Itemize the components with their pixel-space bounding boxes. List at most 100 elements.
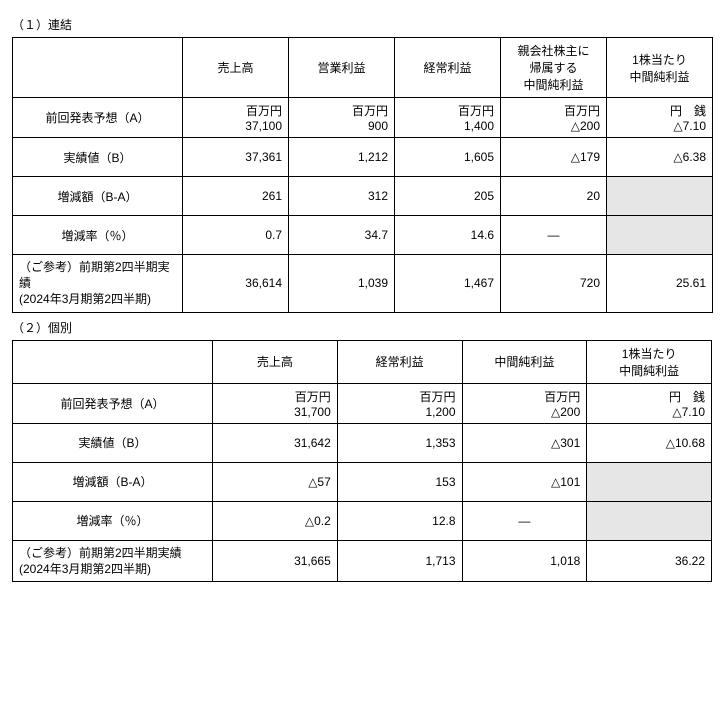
column-header: 売上高 (183, 38, 289, 98)
column-header: 経常利益 (337, 340, 462, 383)
data-cell: 百万円900 (289, 98, 395, 138)
table-row: （ご参考）前期第2四半期実績(2024年3月期第2四半期) 31,665 1,713… (13, 540, 712, 581)
row-label: 実績値（B） (13, 138, 183, 177)
cell-unit: 百万円 (189, 102, 282, 119)
cell-value: 0.7 (265, 228, 282, 242)
cell-unit: 百万円 (401, 102, 494, 119)
cell-value: 1,212 (358, 150, 388, 164)
cell-value: 31,665 (294, 554, 331, 568)
row-label: （ご参考）前期第2四半期実績(2024年3月期第2四半期) (13, 540, 213, 581)
table-row: 実績値（B） 31,642 1,353 △301 △10.68 (13, 423, 712, 462)
section-title: （１）連結 (12, 16, 712, 33)
data-cell: △0.2 (213, 501, 338, 540)
data-cell: 20 (501, 177, 607, 216)
cell-value: 25.61 (676, 276, 706, 290)
cell-value: △0.2 (305, 514, 331, 528)
data-cell: 1,713 (337, 540, 462, 581)
cell-value: 31,642 (294, 436, 331, 450)
column-header: 1株当たり中間純利益 (587, 340, 712, 383)
data-cell: 1,212 (289, 138, 395, 177)
table-row: 前回発表予想（A）百万円31,700百万円1,200百万円△200円 銭△7.1… (13, 383, 712, 423)
cell-value: ― (507, 228, 600, 242)
data-cell: 205 (395, 177, 501, 216)
cell-value: 1,467 (464, 276, 494, 290)
data-cell: 百万円△200 (462, 383, 587, 423)
table-row: 増減率（％）0.734.714.6― (13, 216, 713, 255)
cell-value: 12.8 (432, 514, 455, 528)
cell-unit: 円 銭 (593, 388, 705, 405)
column-header: 親会社株主に帰属する中間純利益 (501, 38, 607, 98)
data-cell (607, 216, 713, 255)
cell-value: 153 (435, 475, 455, 489)
data-cell: △10.68 (587, 423, 712, 462)
data-cell: 百万円37,100 (183, 98, 289, 138)
data-cell: ― (462, 501, 587, 540)
cell-value: △200 (571, 119, 600, 133)
cell-value: 20 (587, 189, 600, 203)
nonconsolidated-table: 売上高経常利益中間純利益1株当たり中間純利益前回発表予想（A）百万円31,700… (12, 340, 712, 582)
data-cell: 百万円1,400 (395, 98, 501, 138)
cell-unit: 円 銭 (613, 102, 706, 119)
data-cell: 31,665 (213, 540, 338, 581)
cell-value: 37,361 (245, 150, 282, 164)
data-cell: △301 (462, 423, 587, 462)
data-cell: 36.22 (587, 540, 712, 581)
data-cell: 百万円1,200 (337, 383, 462, 423)
cell-value: △7.10 (672, 405, 705, 419)
data-cell: 0.7 (183, 216, 289, 255)
row-label: 実績値（B） (13, 423, 213, 462)
table-row: 増減率（％） △0.2 12.8 ― (13, 501, 712, 540)
data-cell: 25.61 (607, 255, 713, 313)
data-cell: 153 (337, 462, 462, 501)
data-cell: 1,018 (462, 540, 587, 581)
data-cell: 百万円△200 (501, 98, 607, 138)
row-label: 前回発表予想（A） (13, 98, 183, 138)
data-cell: 261 (183, 177, 289, 216)
cell-value: △101 (551, 475, 580, 489)
data-cell: 720 (501, 255, 607, 313)
section-title: （２）個別 (12, 319, 712, 336)
data-cell: △57 (213, 462, 338, 501)
data-cell: 百万円31,700 (213, 383, 338, 423)
column-header: 営業利益 (289, 38, 395, 98)
cell-value: 1,713 (425, 554, 455, 568)
data-cell: 1,353 (337, 423, 462, 462)
data-cell: 1,039 (289, 255, 395, 313)
cell-value: 37,100 (245, 119, 282, 133)
row-label: 増減率（％） (13, 216, 183, 255)
data-cell (587, 501, 712, 540)
cell-value: △301 (551, 436, 580, 450)
data-cell: 34.7 (289, 216, 395, 255)
column-header: 経常利益 (395, 38, 501, 98)
cell-unit: 百万円 (469, 388, 581, 405)
data-cell (587, 462, 712, 501)
data-cell: ― (501, 216, 607, 255)
data-cell: 12.8 (337, 501, 462, 540)
row-label: （ご参考）前期第2四半期実績(2024年3月期第2四半期) (13, 255, 183, 313)
data-cell: 1,605 (395, 138, 501, 177)
cell-value: △200 (551, 405, 580, 419)
cell-value: 900 (368, 119, 388, 133)
row-label: 増減率（％） (13, 501, 213, 540)
cell-value: 1,605 (464, 150, 494, 164)
data-cell: 37,361 (183, 138, 289, 177)
cell-value: △7.10 (673, 119, 706, 133)
row-label: 増減額（B-A） (13, 177, 183, 216)
cell-unit: 百万円 (219, 388, 331, 405)
data-cell: 36,614 (183, 255, 289, 313)
table-row: 実績値（B）37,3611,2121,605△179△6.38 (13, 138, 713, 177)
cell-value: 205 (474, 189, 494, 203)
cell-value: 1,353 (425, 436, 455, 450)
data-cell: 1,467 (395, 255, 501, 313)
cell-value: 31,700 (294, 405, 331, 419)
column-header: 売上高 (213, 340, 338, 383)
column-header-blank (13, 38, 183, 98)
cell-value: △6.38 (673, 150, 706, 164)
data-cell: △101 (462, 462, 587, 501)
data-cell: △6.38 (607, 138, 713, 177)
table-row: 増減額（B-A）26131220520 (13, 177, 713, 216)
cell-value: 1,200 (425, 405, 455, 419)
table-row: （ご参考）前期第2四半期実績(2024年3月期第2四半期)36,6141,039… (13, 255, 713, 313)
consolidated-table: 売上高営業利益経常利益親会社株主に帰属する中間純利益1株当たり中間純利益前回発表… (12, 37, 713, 313)
cell-value: 1,018 (550, 554, 580, 568)
